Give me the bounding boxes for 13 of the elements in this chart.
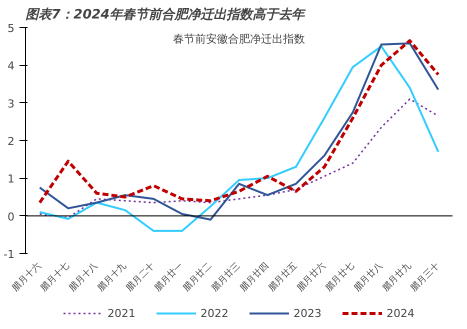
y-tick-label: 2: [8, 135, 14, 148]
legend-label: 2022: [200, 306, 228, 320]
y-tick-label: 1: [8, 172, 14, 186]
legend-label: 2021: [108, 306, 136, 320]
legend-label: 2024: [386, 306, 414, 320]
y-tick-label: 3: [8, 97, 14, 110]
y-tick-label: -1: [4, 248, 14, 261]
text: 春节前安徽合肥净迁出指数: [173, 32, 305, 46]
y-tick-label: 4: [8, 60, 14, 73]
chart-title: 图表7：2024年春节前合肥净迁出指数高于去年: [26, 6, 307, 22]
y-tick-label: 5: [8, 22, 14, 35]
legend-label: 2023: [294, 306, 322, 320]
y-tick-label: 0: [8, 210, 14, 224]
